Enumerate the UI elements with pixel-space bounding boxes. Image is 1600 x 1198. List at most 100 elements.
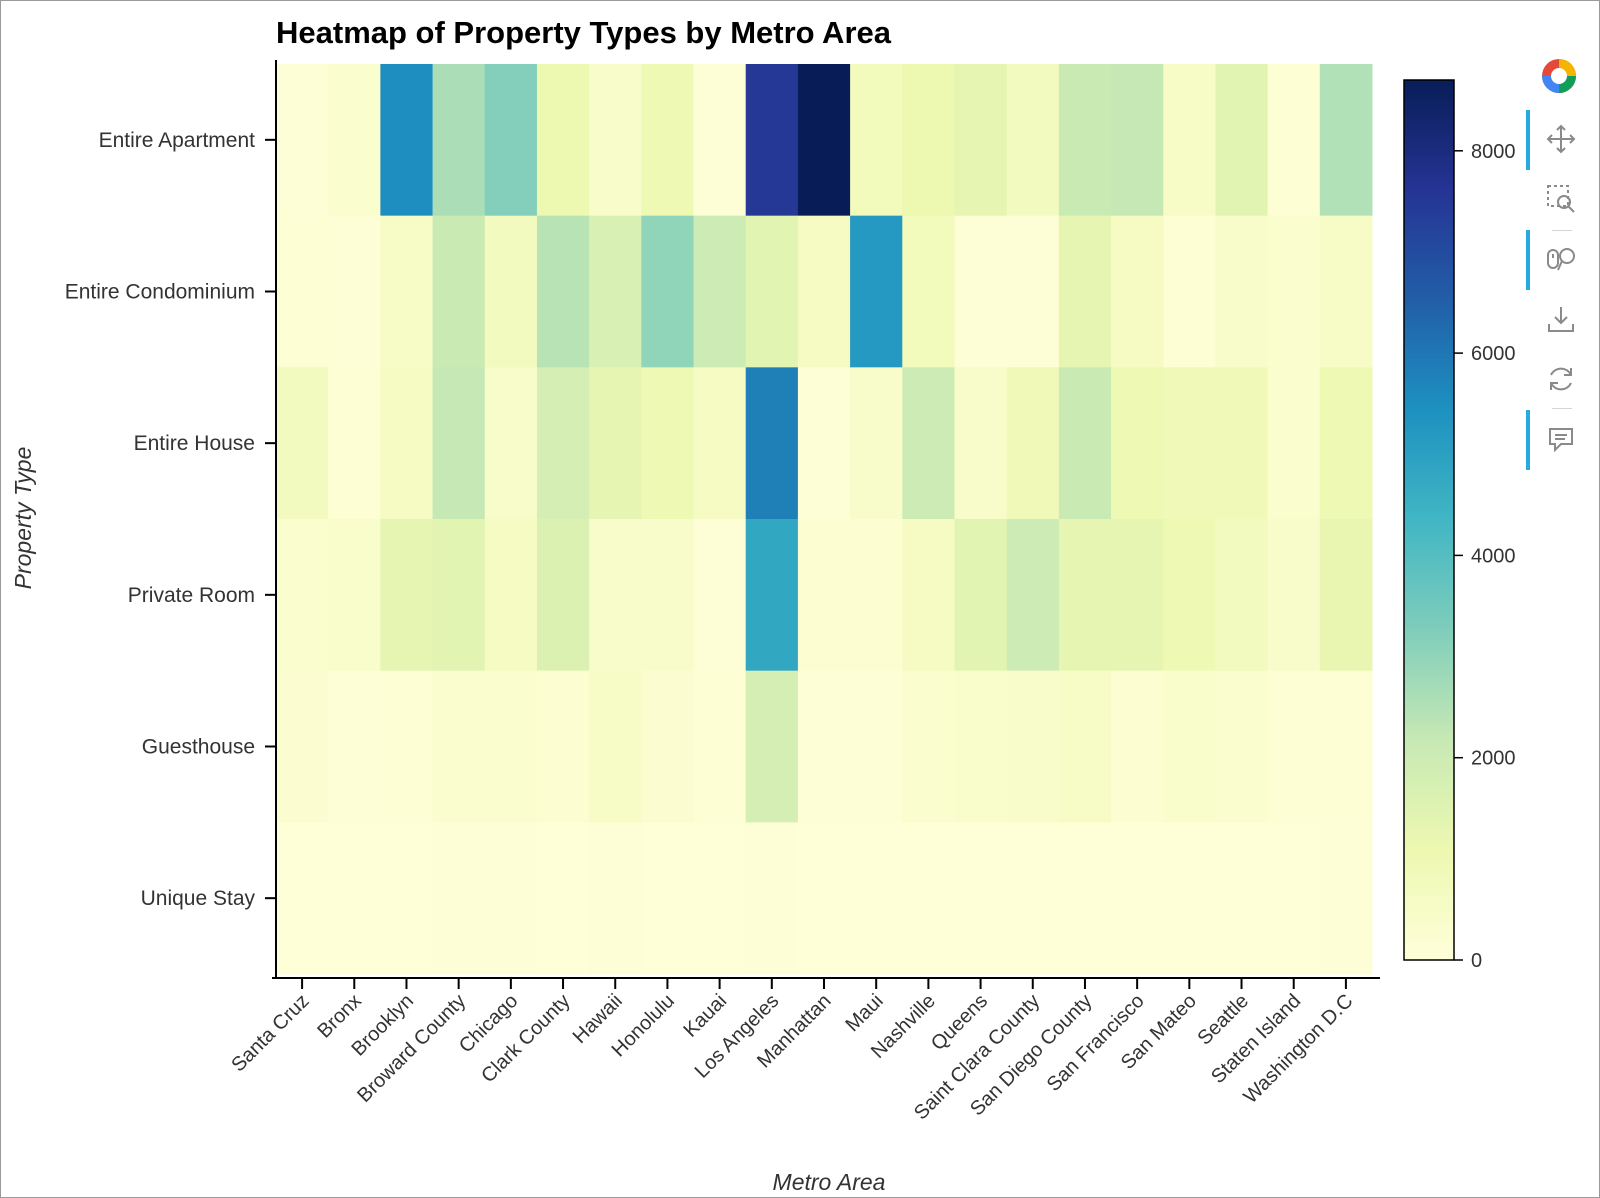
heatmap-cell[interactable]: [1006, 822, 1060, 975]
heatmap-cell[interactable]: [328, 215, 381, 368]
heatmap-cell[interactable]: [850, 64, 903, 217]
pan-tool-button[interactable]: [1526, 110, 1592, 170]
heatmap-cell[interactable]: [1319, 519, 1373, 672]
reset-tool-button[interactable]: [1530, 350, 1592, 410]
heatmap-cell[interactable]: [1058, 822, 1112, 975]
heatmap-cell[interactable]: [536, 215, 590, 368]
heatmap-cell[interactable]: [641, 519, 695, 672]
heatmap-cell[interactable]: [1111, 822, 1164, 975]
heatmap-cell[interactable]: [484, 822, 538, 975]
heatmap-cell[interactable]: [693, 822, 747, 975]
heatmap-cell[interactable]: [1111, 64, 1164, 217]
heatmap-cell[interactable]: [1006, 519, 1060, 672]
heatmap-cell[interactable]: [641, 670, 695, 823]
heatmap-cell[interactable]: [380, 670, 434, 823]
heatmap-cell[interactable]: [1058, 519, 1112, 672]
heatmap-cell[interactable]: [484, 64, 538, 217]
heatmap-cell[interactable]: [954, 670, 1008, 823]
heatmap-cell[interactable]: [536, 822, 590, 975]
heatmap-cell[interactable]: [1215, 64, 1269, 217]
heatmap-cell[interactable]: [484, 215, 538, 368]
heatmap-cell[interactable]: [745, 519, 799, 672]
heatmap-cell[interactable]: [589, 519, 642, 672]
heatmap-cell[interactable]: [797, 64, 851, 217]
heatmap-cell[interactable]: [1163, 215, 1216, 368]
heatmap-cell[interactable]: [589, 670, 642, 823]
heatmap-cell[interactable]: [1058, 670, 1112, 823]
heatmap-cell[interactable]: [1319, 64, 1373, 217]
hover-tool-button[interactable]: [1526, 410, 1592, 470]
heatmap-cell[interactable]: [902, 367, 955, 520]
box-zoom-tool-button[interactable]: [1530, 170, 1592, 230]
heatmap-cell[interactable]: [1163, 367, 1216, 520]
heatmap-cell[interactable]: [1215, 215, 1269, 368]
heatmap-cell[interactable]: [1215, 519, 1269, 672]
heatmap-cell[interactable]: [589, 215, 642, 368]
heatmap-cell[interactable]: [641, 64, 695, 217]
heatmap-cell[interactable]: [797, 367, 851, 520]
heatmap-cell[interactable]: [380, 215, 434, 368]
heatmap-cell[interactable]: [1006, 670, 1060, 823]
heatmap-cell[interactable]: [693, 215, 747, 368]
heatmap-cell[interactable]: [797, 670, 851, 823]
heatmap-cell[interactable]: [1267, 64, 1321, 217]
heatmap-cell[interactable]: [693, 64, 747, 217]
heatmap-cell[interactable]: [276, 367, 329, 520]
heatmap-cell[interactable]: [1111, 519, 1164, 672]
heatmap-cell[interactable]: [1215, 367, 1269, 520]
heatmap-cell[interactable]: [380, 822, 434, 975]
heatmap-cell[interactable]: [902, 670, 955, 823]
heatmap-cell[interactable]: [589, 367, 642, 520]
heatmap-cell[interactable]: [1111, 215, 1164, 368]
heatmap-cell[interactable]: [1058, 215, 1112, 368]
heatmap-cell[interactable]: [328, 519, 381, 672]
heatmap-cell[interactable]: [1163, 822, 1216, 975]
heatmap-cell[interactable]: [536, 367, 590, 520]
heatmap-cell[interactable]: [850, 822, 903, 975]
heatmap-cell[interactable]: [1006, 215, 1060, 368]
heatmap-cell[interactable]: [276, 670, 329, 823]
heatmap-cell[interactable]: [536, 519, 590, 672]
heatmap-cell[interactable]: [1163, 64, 1216, 217]
heatmap-cell[interactable]: [432, 64, 486, 217]
heatmap-cell[interactable]: [536, 670, 590, 823]
save-tool-button[interactable]: [1530, 290, 1592, 350]
heatmap-cell[interactable]: [850, 519, 903, 672]
heatmap-cell[interactable]: [1267, 367, 1321, 520]
heatmap-cell[interactable]: [432, 670, 486, 823]
heatmap-cell[interactable]: [954, 64, 1008, 217]
heatmap-cell[interactable]: [380, 367, 434, 520]
heatmap-cell[interactable]: [850, 367, 903, 520]
heatmap-cell[interactable]: [641, 215, 695, 368]
heatmap-cell[interactable]: [432, 822, 486, 975]
heatmap-cell[interactable]: [328, 367, 381, 520]
heatmap-cell[interactable]: [693, 670, 747, 823]
heatmap-cell[interactable]: [1319, 215, 1373, 368]
heatmap-cell[interactable]: [1319, 822, 1373, 975]
heatmap-cell[interactable]: [797, 822, 851, 975]
heatmap-cell[interactable]: [1006, 367, 1060, 520]
heatmap-cell[interactable]: [954, 367, 1008, 520]
heatmap-cell[interactable]: [797, 519, 851, 672]
heatmap-cell[interactable]: [641, 367, 695, 520]
heatmap-cell[interactable]: [380, 64, 434, 217]
heatmap-cell[interactable]: [1215, 822, 1269, 975]
heatmap-cell[interactable]: [432, 215, 486, 368]
heatmap-cell[interactable]: [432, 367, 486, 520]
heatmap-cell[interactable]: [1058, 64, 1112, 217]
heatmap-cell[interactable]: [1111, 367, 1164, 520]
heatmap-cell[interactable]: [797, 215, 851, 368]
heatmap-cell[interactable]: [745, 367, 799, 520]
heatmap-cell[interactable]: [1006, 64, 1060, 217]
heatmap-cell[interactable]: [850, 670, 903, 823]
heatmap-cell[interactable]: [1267, 822, 1321, 975]
heatmap-cell[interactable]: [536, 64, 590, 217]
heatmap-cell[interactable]: [1163, 670, 1216, 823]
heatmap-cell[interactable]: [1058, 367, 1112, 520]
heatmap-cell[interactable]: [1319, 367, 1373, 520]
heatmap-cell[interactable]: [902, 215, 955, 368]
heatmap-cell[interactable]: [1319, 670, 1373, 823]
heatmap-cell[interactable]: [745, 215, 799, 368]
heatmap-cell[interactable]: [954, 215, 1008, 368]
heatmap-cell[interactable]: [589, 64, 642, 217]
